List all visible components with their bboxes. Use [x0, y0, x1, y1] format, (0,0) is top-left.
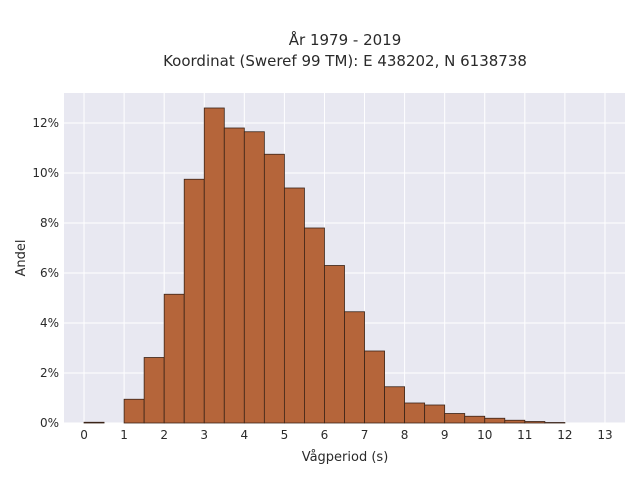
x-axis-label: Vågperiod (s)	[302, 450, 389, 465]
y-tick-label: 0%	[40, 416, 59, 430]
histogram-bar	[83, 421, 105, 424]
histogram-bar	[243, 131, 265, 424]
y-ticks: 0% 2% 4% 6% 8% 10% 12%	[32, 116, 59, 430]
y-tick-label: 10%	[32, 166, 59, 180]
x-tick-label: 12	[557, 428, 572, 442]
x-tick-label: 11	[517, 428, 532, 442]
histogram-bar	[143, 357, 165, 424]
histogram-bar	[223, 127, 245, 424]
histogram-bar	[283, 187, 305, 424]
x-ticks: 0 1 2 3 4 5 6 7 8 9 10 11 12 13	[80, 428, 612, 442]
x-tick-label: 6	[321, 428, 329, 442]
x-tick-label: 8	[401, 428, 409, 442]
histogram-bar	[304, 227, 325, 424]
x-tick-label: 3	[200, 428, 208, 442]
histogram-bar	[464, 415, 486, 424]
x-tick-label: 10	[477, 428, 492, 442]
x-tick-label: 9	[441, 428, 449, 442]
histogram-bar	[444, 413, 466, 424]
histogram-bar	[364, 350, 385, 424]
chart-title-line1: År 1979 - 2019	[289, 30, 402, 49]
histogram-bar	[504, 419, 526, 424]
histogram-bar	[263, 153, 285, 424]
histogram-bar	[163, 293, 185, 424]
histogram-bar	[123, 398, 145, 424]
x-tick-label: 0	[80, 428, 88, 442]
x-tick-label: 7	[361, 428, 369, 442]
histogram-bar	[524, 421, 546, 424]
y-tick-label: 2%	[40, 366, 59, 380]
histogram-bar	[324, 265, 345, 424]
x-tick-label: 2	[160, 428, 168, 442]
bars	[83, 107, 566, 424]
x-tick-label: 5	[281, 428, 289, 442]
y-axis-label: Andel	[14, 240, 29, 277]
histogram-bar	[203, 107, 225, 424]
histogram-bar	[344, 311, 365, 424]
histogram-bar	[183, 178, 205, 424]
histogram-bar	[424, 404, 446, 424]
y-tick-label: 6%	[40, 266, 59, 280]
x-tick-label: 13	[597, 428, 612, 442]
histogram-bar	[484, 417, 506, 424]
x-tick-label: 4	[241, 428, 249, 442]
x-tick-label: 1	[120, 428, 128, 442]
y-tick-label: 4%	[40, 316, 59, 330]
histogram-bar	[384, 386, 406, 424]
histogram-bar	[404, 402, 426, 424]
y-tick-label: 12%	[32, 116, 59, 130]
y-tick-label: 8%	[40, 216, 59, 230]
histogram-bar	[544, 422, 566, 424]
chart-title-line2: Koordinat (Sweref 99 TM): E 438202, N 61…	[163, 52, 527, 70]
